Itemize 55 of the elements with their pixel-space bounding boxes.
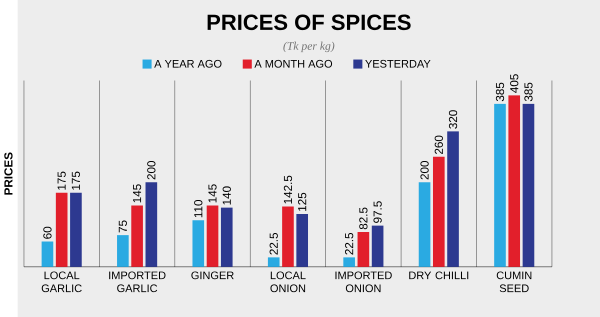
bar bbox=[131, 205, 143, 267]
bar bbox=[268, 257, 280, 267]
x-tick-label: GINGER bbox=[191, 271, 234, 280]
data-label: 405 bbox=[510, 74, 518, 93]
bar bbox=[146, 182, 158, 267]
x-tick-label: CUMIN SEED bbox=[496, 271, 532, 292]
chart-title: PRICES OF SPICES bbox=[208, 14, 411, 30]
x-tick-label: IMPORTED GARLIC bbox=[109, 271, 166, 292]
data-label: 385 bbox=[496, 82, 504, 102]
data-label: 82.5 bbox=[359, 207, 368, 230]
bar bbox=[282, 206, 294, 267]
bar bbox=[42, 241, 54, 267]
bar bbox=[522, 104, 534, 267]
data-label: 145 bbox=[208, 184, 217, 202]
data-label: 60 bbox=[43, 226, 52, 239]
bar bbox=[372, 225, 384, 267]
y-axis-title: PRICES bbox=[4, 152, 13, 194]
bar bbox=[220, 207, 233, 267]
bar bbox=[358, 232, 370, 267]
chart-subtitle: (Tk per kg) bbox=[283, 41, 334, 52]
bar bbox=[494, 104, 506, 267]
data-label: 75 bbox=[118, 220, 127, 232]
bar bbox=[206, 205, 218, 267]
data-label: 175 bbox=[72, 171, 80, 190]
data-label: 200 bbox=[420, 160, 429, 180]
bar bbox=[508, 95, 520, 267]
data-label: 385 bbox=[524, 82, 533, 102]
bar bbox=[117, 234, 129, 267]
legend-label: A YEAR AGO bbox=[154, 60, 222, 68]
data-label: 145 bbox=[133, 184, 142, 202]
x-tick-label: LOCAL GARLIC bbox=[42, 271, 82, 292]
data-label: 22.5 bbox=[345, 232, 354, 254]
data-label: 22.5 bbox=[270, 232, 278, 254]
bar bbox=[56, 192, 68, 267]
data-label: 175 bbox=[58, 171, 66, 190]
bar bbox=[296, 214, 308, 267]
legend-label: A MONTH AGO bbox=[254, 60, 332, 68]
x-tick-label: LOCAL ONION bbox=[270, 271, 306, 292]
data-label: 260 bbox=[434, 135, 443, 154]
data-label: 110 bbox=[194, 200, 202, 218]
bar bbox=[70, 192, 82, 267]
bar bbox=[343, 257, 355, 267]
bar bbox=[192, 220, 204, 267]
x-tick-label: DRY CHILLI bbox=[409, 271, 468, 280]
data-label: 142.5 bbox=[284, 176, 292, 204]
data-label: 125 bbox=[298, 192, 306, 211]
data-label: 97.5 bbox=[373, 201, 382, 223]
data-label: 200 bbox=[147, 160, 156, 180]
x-tick-label: IMPORTED ONION bbox=[335, 271, 392, 292]
data-label: 320 bbox=[448, 110, 458, 129]
bar bbox=[432, 156, 445, 267]
bar bbox=[418, 182, 430, 267]
legend-label: YESTERDAY bbox=[365, 60, 431, 68]
data-label: 140 bbox=[222, 186, 231, 204]
bar bbox=[447, 131, 459, 267]
